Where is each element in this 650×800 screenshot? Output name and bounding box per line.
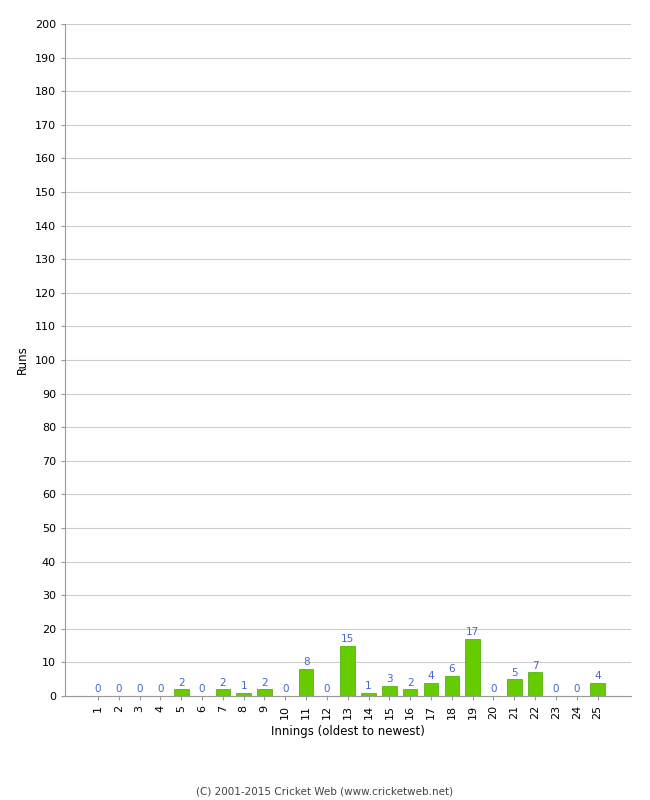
Text: 0: 0 — [282, 684, 289, 694]
Bar — [299, 669, 313, 696]
Text: 4: 4 — [428, 671, 434, 681]
Bar — [216, 690, 230, 696]
Text: 0: 0 — [552, 684, 559, 694]
Text: 0: 0 — [199, 684, 205, 694]
Bar — [257, 690, 272, 696]
Y-axis label: Runs: Runs — [16, 346, 29, 374]
Text: 1: 1 — [240, 681, 247, 691]
Bar — [361, 693, 376, 696]
Bar — [507, 679, 521, 696]
Text: 4: 4 — [594, 671, 601, 681]
Text: 2: 2 — [261, 678, 268, 687]
Text: 0: 0 — [157, 684, 164, 694]
Text: 2: 2 — [220, 678, 226, 687]
Bar — [528, 673, 542, 696]
Bar — [465, 639, 480, 696]
Text: 0: 0 — [324, 684, 330, 694]
Text: 0: 0 — [573, 684, 580, 694]
X-axis label: Innings (oldest to newest): Innings (oldest to newest) — [271, 725, 424, 738]
Text: 2: 2 — [407, 678, 413, 687]
Bar — [237, 693, 251, 696]
Text: (C) 2001-2015 Cricket Web (www.cricketweb.net): (C) 2001-2015 Cricket Web (www.cricketwe… — [196, 786, 454, 796]
Bar — [424, 682, 438, 696]
Bar — [174, 690, 188, 696]
Text: 17: 17 — [466, 627, 479, 637]
Bar — [590, 682, 605, 696]
Text: 6: 6 — [448, 664, 455, 674]
Text: 0: 0 — [95, 684, 101, 694]
Text: 0: 0 — [136, 684, 143, 694]
Bar — [403, 690, 417, 696]
Bar — [341, 646, 355, 696]
Text: 2: 2 — [178, 678, 185, 687]
Text: 0: 0 — [490, 684, 497, 694]
Text: 7: 7 — [532, 661, 538, 670]
Text: 5: 5 — [511, 667, 517, 678]
Bar — [382, 686, 396, 696]
Text: 8: 8 — [303, 658, 309, 667]
Text: 15: 15 — [341, 634, 354, 644]
Bar — [445, 676, 459, 696]
Text: 1: 1 — [365, 681, 372, 691]
Text: 3: 3 — [386, 674, 393, 684]
Text: 0: 0 — [116, 684, 122, 694]
